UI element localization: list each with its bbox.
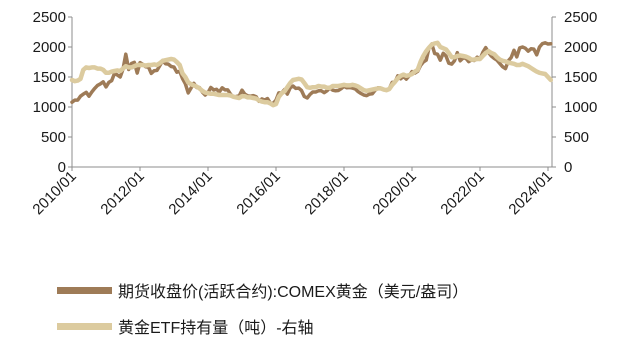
right-y-tick-labels: 0 500 1000 1500 2000 2500 <box>564 9 597 176</box>
legend-swatch-gold-etf <box>57 322 112 330</box>
right-y-tick-label: 0 <box>564 159 572 176</box>
legend-item-gold-etf: 黄金ETF持有量（吨）-右轴 <box>57 315 314 337</box>
x-tick-label: 2014/01 <box>165 168 215 218</box>
series-line-comex-gold <box>70 41 553 106</box>
legend-label-comex-gold: 期货收盘价(活跃合约):COMEX黄金（美元/盎司） <box>118 284 469 301</box>
x-tick-label: 2018/01 <box>301 168 351 218</box>
left-y-tick-label: 500 <box>41 129 66 146</box>
x-tick-label: 2010/01 <box>29 168 79 218</box>
right-y-tick-label: 500 <box>564 129 589 146</box>
x-tick-label: 2022/01 <box>437 168 487 218</box>
left-y-tick-label: 0 <box>58 159 66 176</box>
left-y-tick-label: 2000 <box>33 39 66 56</box>
legend-swatch-comex-gold <box>57 286 112 294</box>
left-y-tick-labels: 0 500 1000 1500 2000 2500 <box>33 9 66 176</box>
legend-item-comex-gold: 期货收盘价(活跃合约):COMEX黄金（美元/盎司） <box>57 279 468 301</box>
right-y-tick-label: 1500 <box>564 69 597 86</box>
x-tick-label: 2020/01 <box>369 168 419 218</box>
x-tick-label: 2016/01 <box>233 168 283 218</box>
x-tick-labels: 2010/01 2012/01 2014/01 2016/01 2018/01 2020/… <box>29 168 555 218</box>
right-y-tick-label: 2000 <box>564 39 597 56</box>
left-y-tick-label: 1000 <box>33 99 66 116</box>
left-y-tick-label: 1500 <box>33 69 66 86</box>
series-line-gold-etf <box>69 40 554 108</box>
left-y-tick-label: 2500 <box>33 9 66 26</box>
x-tick-label: 2012/01 <box>97 168 147 218</box>
axes <box>71 17 553 168</box>
series-lines <box>69 40 554 108</box>
x-tick-label: 2024/01 <box>505 168 555 218</box>
right-y-tick-label: 1000 <box>564 99 597 116</box>
legend-label-gold-etf: 黄金ETF持有量（吨）-右轴 <box>118 320 314 337</box>
right-y-tick-label: 2500 <box>564 9 597 26</box>
dual-axis-line-chart: 0 500 1000 1500 2000 2500 0 500 1000 1500 2000 250… <box>29 9 597 218</box>
tick-marks <box>68 16 556 171</box>
